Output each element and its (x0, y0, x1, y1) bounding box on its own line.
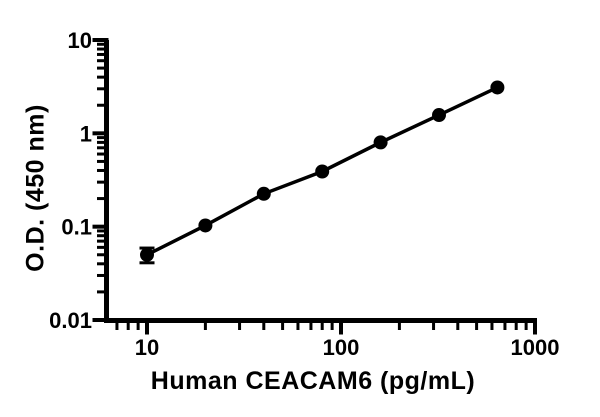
x-axis-title: Human CEACAM6 (pg/mL) (150, 367, 476, 395)
y-tick-label: 10 (68, 28, 92, 53)
data-point (198, 218, 213, 233)
y-tick-label: 0.1 (61, 215, 92, 240)
data-point (490, 80, 505, 95)
data-point (256, 186, 271, 201)
data-point (373, 135, 388, 150)
y-axis-title: O.D. (450 nm) (21, 104, 50, 272)
x-tick-label: 10 (135, 335, 159, 360)
data-point (140, 247, 154, 262)
y-tick-label: 0.01 (49, 308, 92, 333)
data-point (315, 164, 330, 179)
data-point (431, 108, 446, 123)
axis-spine (104, 40, 537, 323)
x-tick-label: 100 (323, 335, 360, 360)
x-tick-label: 1000 (511, 335, 560, 360)
y-tick-label: 1 (80, 121, 92, 146)
